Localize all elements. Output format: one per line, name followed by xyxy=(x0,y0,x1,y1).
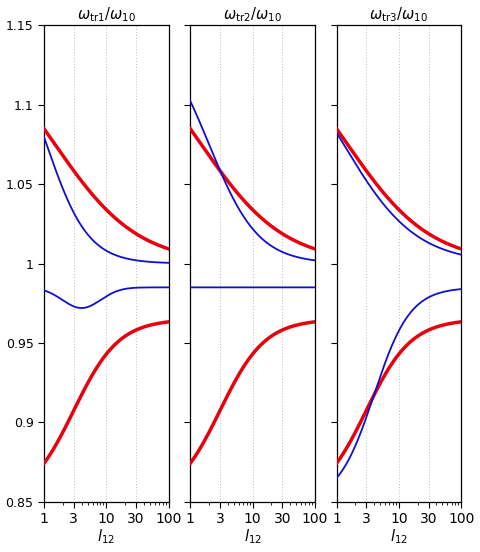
X-axis label: $l_{12}$: $l_{12}$ xyxy=(97,528,115,546)
X-axis label: $l_{12}$: $l_{12}$ xyxy=(390,528,408,546)
Title: $\omega_{\mathrm{tr3}}/\omega_{10}$: $\omega_{\mathrm{tr3}}/\omega_{10}$ xyxy=(370,6,428,24)
X-axis label: $l_{12}$: $l_{12}$ xyxy=(244,528,262,546)
Title: $\omega_{\mathrm{tr1}}/\omega_{10}$: $\omega_{\mathrm{tr1}}/\omega_{10}$ xyxy=(77,6,136,24)
Title: $\omega_{\mathrm{tr2}}/\omega_{10}$: $\omega_{\mathrm{tr2}}/\omega_{10}$ xyxy=(223,6,282,24)
